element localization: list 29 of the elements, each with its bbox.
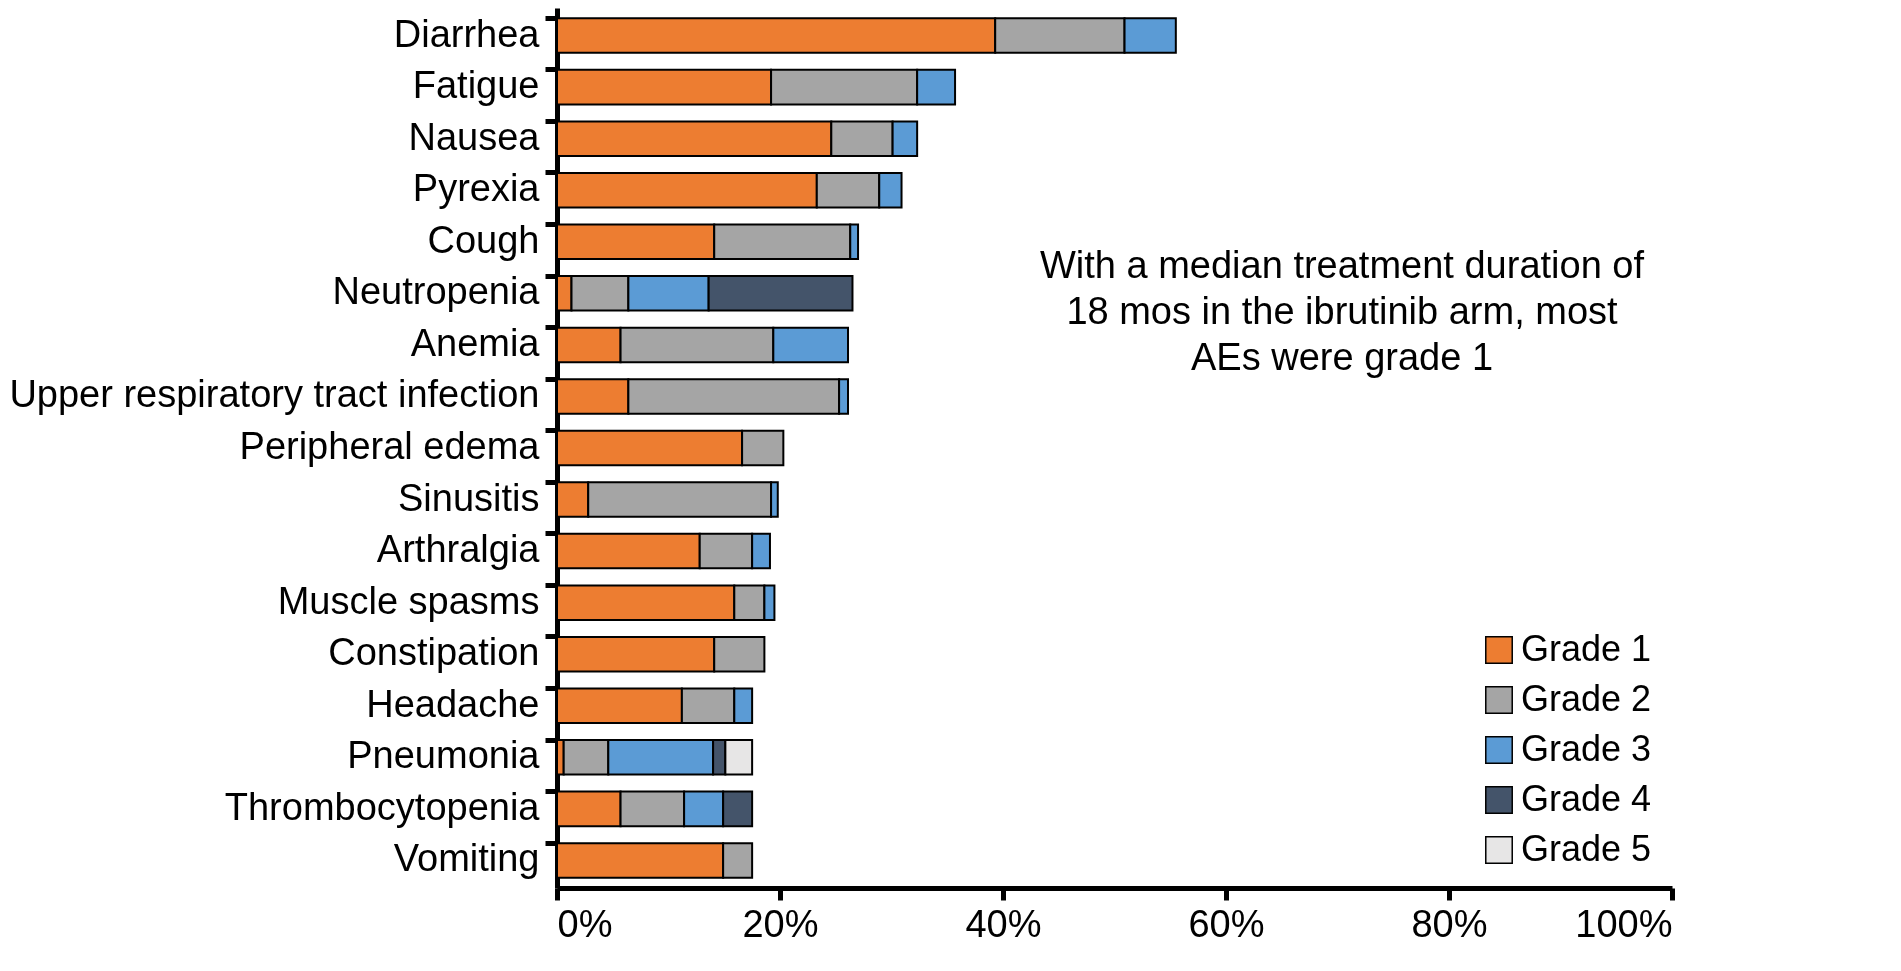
- y-tick-label: Cough: [427, 218, 540, 261]
- x-tick-label: 40%: [965, 902, 1042, 945]
- y-tick-label: Pneumonia: [347, 734, 541, 777]
- y-tick-label: Peripheral edema: [239, 425, 541, 467]
- legend-label: Grade 2: [1521, 678, 1652, 719]
- annotation: With a median treatment duration of 18 mos in the ibrutinib arm, most AEs were grade 1: [1039, 244, 1645, 378]
- y-tick-label: Anemia: [410, 321, 541, 364]
- y-tick-label: Diarrhea: [393, 12, 541, 55]
- x-tick-label: 0%: [557, 902, 613, 945]
- y-tick-label: Vomiting: [393, 837, 540, 880]
- x-tick-label: 100%: [1575, 902, 1673, 945]
- y-tick-label: Constipation: [328, 631, 540, 674]
- legend-label: Grade 1: [1521, 628, 1652, 669]
- y-tick-label: Muscle spasms: [277, 579, 540, 622]
- y-tick-label: Neutropenia: [332, 270, 541, 313]
- y-tick-label: Fatigue: [412, 64, 540, 107]
- y-tick-label: Arthralgia: [376, 528, 541, 571]
- x-tick-label: 20%: [742, 902, 819, 945]
- y-tick-label: Thrombocytopenia: [224, 785, 541, 828]
- legend-label: Grade 3: [1521, 728, 1652, 769]
- legend-label: Grade 5: [1521, 828, 1652, 869]
- y-tick-label: Nausea: [408, 115, 541, 158]
- y-tick-label: Upper respiratory tract infection: [9, 373, 540, 416]
- x-tick-label: 80%: [1411, 902, 1488, 945]
- y-tick-label: Headache: [366, 682, 540, 725]
- legend-label: Grade 4: [1521, 778, 1652, 819]
- y-tick-label: Pyrexia: [412, 167, 541, 210]
- y-tick-label: Sinusitis: [398, 476, 540, 519]
- x-tick-label: 60%: [1188, 902, 1265, 945]
